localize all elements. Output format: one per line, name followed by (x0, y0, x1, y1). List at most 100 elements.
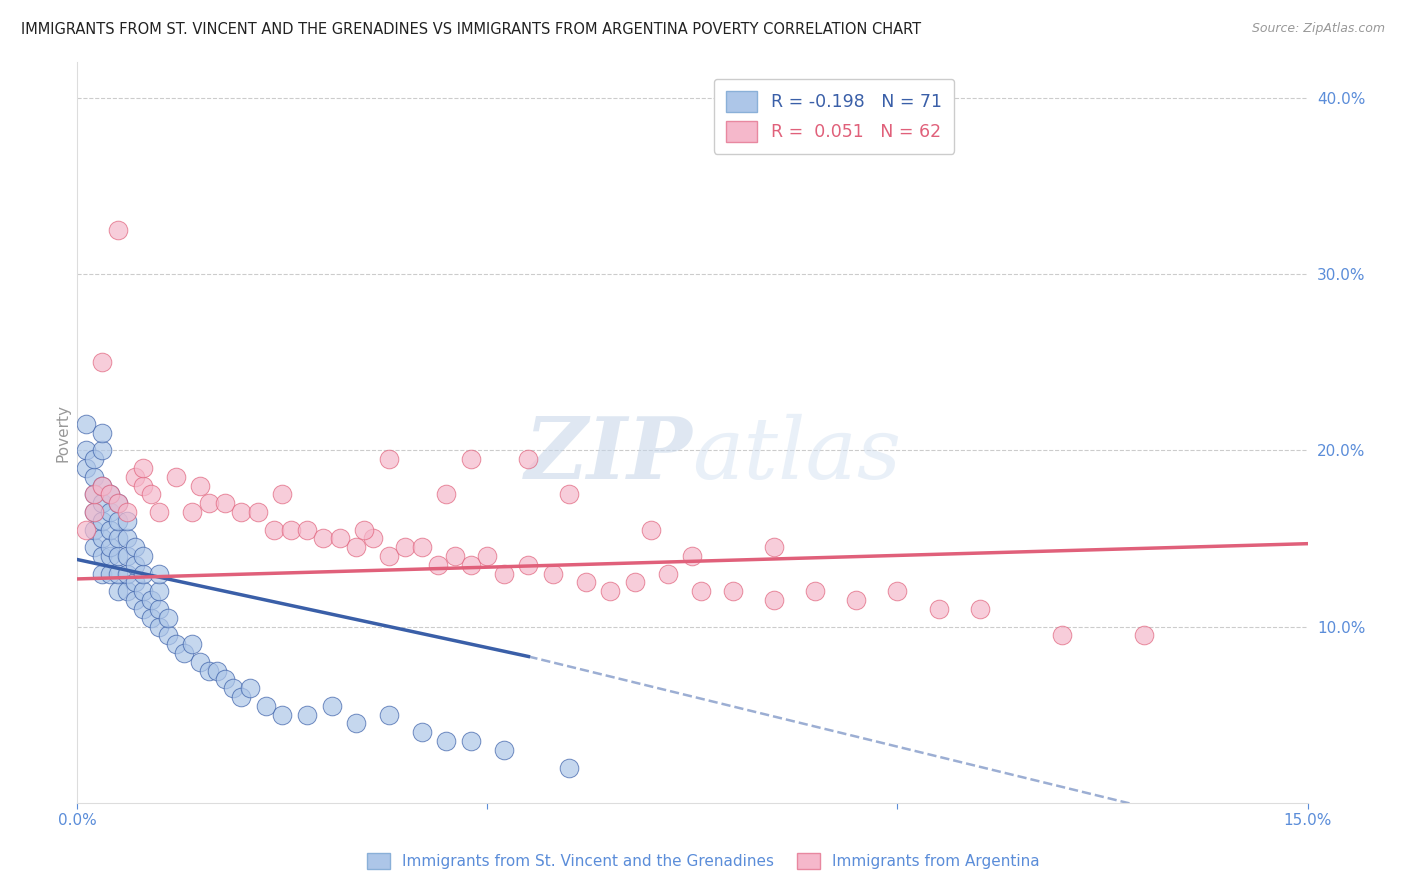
Point (124, 469, 146, 483)
Point (90, 478, 114, 492)
Point (141, 593, 163, 607)
Text: Source: ZipAtlas.com: Source: ZipAtlas.com (1251, 22, 1385, 36)
Point (205, 664, 228, 678)
Point (329, 532, 352, 546)
Point (640, 523, 662, 537)
Point (115, 532, 138, 546)
Point (173, 646, 195, 660)
Point (344, 540, 367, 554)
Point (239, 681, 262, 696)
Point (492, 566, 515, 581)
Point (928, 602, 950, 616)
Point (141, 487, 163, 501)
Point (98, 549, 121, 563)
Point (115, 505, 138, 519)
Point (75, 417, 97, 431)
Point (181, 637, 204, 651)
Point (682, 549, 704, 563)
Point (344, 716, 367, 731)
Point (107, 514, 129, 528)
Point (280, 523, 302, 537)
Point (763, 593, 786, 607)
Point (132, 461, 155, 475)
Point (83, 452, 105, 467)
Point (575, 575, 598, 590)
Point (107, 496, 129, 510)
Point (156, 610, 179, 624)
Point (115, 584, 138, 599)
Point (969, 602, 991, 616)
Point (90, 566, 114, 581)
Point (98, 540, 121, 554)
Point (558, 487, 581, 501)
Point (90, 443, 114, 458)
Point (124, 558, 146, 572)
Point (231, 505, 253, 519)
Point (124, 540, 146, 554)
Point (132, 602, 155, 616)
Point (83, 505, 105, 519)
Point (107, 496, 129, 510)
Point (98, 487, 121, 501)
Point (83, 505, 105, 519)
Y-axis label: Poverty: Poverty (55, 403, 70, 462)
Point (90, 355, 114, 369)
Legend: Immigrants from St. Vincent and the Grenadines, Immigrants from Argentina: Immigrants from St. Vincent and the Gren… (360, 847, 1046, 875)
Point (353, 523, 375, 537)
Point (132, 549, 155, 563)
Point (75, 461, 97, 475)
Point (98, 505, 121, 519)
Point (148, 505, 170, 519)
Point (657, 566, 679, 581)
Point (1132, 628, 1154, 642)
Point (107, 549, 129, 563)
Point (558, 760, 581, 774)
Point (98, 566, 121, 581)
Point (427, 558, 450, 572)
Point (763, 540, 786, 554)
Point (443, 549, 465, 563)
Point (181, 505, 204, 519)
Point (321, 698, 343, 713)
Point (689, 584, 711, 599)
Point (624, 575, 647, 590)
Point (107, 584, 129, 599)
Point (246, 505, 269, 519)
Point (214, 673, 236, 687)
Point (411, 540, 433, 554)
Point (254, 698, 277, 713)
Point (107, 223, 129, 237)
Point (98, 523, 121, 537)
Point (98, 487, 121, 501)
Text: ZIP: ZIP (524, 413, 693, 497)
Point (599, 584, 621, 599)
Point (231, 690, 253, 704)
Point (83, 540, 105, 554)
Point (107, 532, 129, 546)
Point (90, 478, 114, 492)
Point (90, 425, 114, 440)
Point (295, 523, 318, 537)
Point (90, 532, 114, 546)
Point (90, 549, 114, 563)
Point (83, 487, 105, 501)
Point (460, 558, 482, 572)
Point (394, 540, 416, 554)
Point (115, 514, 138, 528)
Legend: R = -0.198   N = 71, R =  0.051   N = 62: R = -0.198 N = 71, R = 0.051 N = 62 (714, 78, 955, 154)
Point (263, 523, 285, 537)
Text: atlas: atlas (693, 414, 901, 496)
Point (477, 549, 499, 563)
Point (156, 628, 179, 642)
Point (90, 496, 114, 510)
Point (312, 532, 335, 546)
Point (83, 523, 105, 537)
Point (411, 725, 433, 739)
Point (1050, 628, 1073, 642)
Point (436, 734, 458, 748)
Text: IMMIGRANTS FROM ST. VINCENT AND THE GRENADINES VS IMMIGRANTS FROM ARGENTINA POVE: IMMIGRANTS FROM ST. VINCENT AND THE GREN… (21, 22, 921, 37)
Point (492, 743, 515, 757)
Point (188, 655, 212, 669)
Point (517, 452, 540, 467)
Point (148, 602, 170, 616)
